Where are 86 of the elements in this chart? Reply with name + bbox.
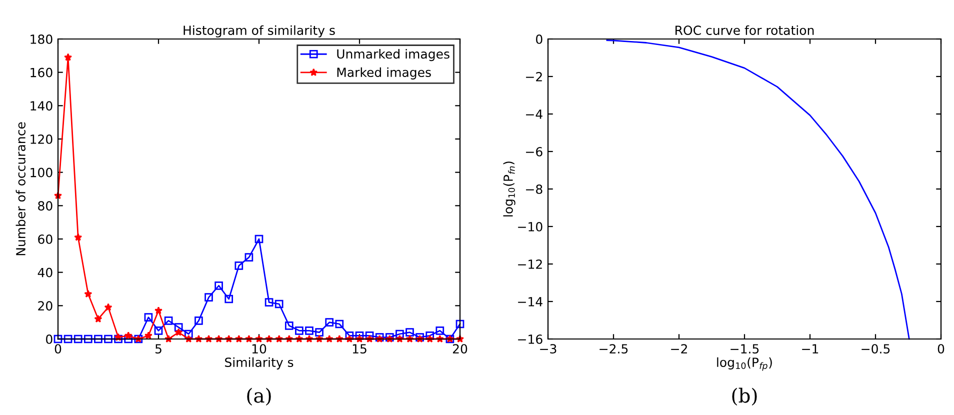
y-axis-title: log$_{10}$(P$_{fn}$) (503, 162, 516, 216)
point (84, 290, 92, 298)
y-tick-label: −8 (526, 184, 542, 194)
point (365, 332, 374, 340)
x-tick-label: 15 (352, 344, 366, 354)
y-tick-label: −2 (526, 72, 542, 82)
y-tick-label: 180 (30, 34, 52, 44)
y-tick-label: 60 (38, 234, 52, 244)
legend-label: Unmarked images (337, 49, 450, 62)
point (234, 262, 244, 270)
point (305, 326, 314, 335)
point (315, 328, 324, 336)
x-tick-label: −1 (802, 344, 818, 354)
point (284, 322, 294, 330)
line-series (606, 40, 910, 340)
point (104, 303, 112, 311)
x-tick-label: −3 (540, 344, 556, 354)
y-tick-label: −10 (518, 222, 542, 232)
legend-label: Marked images (337, 67, 431, 80)
y-tick-label: 40 (38, 268, 52, 278)
point (154, 326, 163, 335)
x-tick-label: 0 (54, 344, 62, 354)
point (124, 334, 133, 344)
y-tick-label: 0 (46, 334, 52, 344)
point (335, 320, 344, 328)
y-tick-label: −16 (518, 334, 542, 344)
chart-title: ROC curve for rotation (676, 25, 814, 36)
x-tick-label: −2.5 (600, 344, 628, 354)
point (144, 313, 153, 322)
point (295, 326, 304, 335)
y-tick-label: 0 (536, 34, 542, 44)
point (204, 293, 213, 302)
point (244, 253, 254, 262)
x-tick-label: 10 (252, 344, 266, 354)
point (64, 334, 72, 344)
y-tick-label: −14 (518, 297, 542, 306)
y-tick-label: −6 (526, 146, 542, 156)
point (74, 233, 82, 241)
x-tick-label: 5 (155, 344, 162, 354)
y-tick-label: 100 (30, 168, 52, 178)
point (264, 298, 274, 306)
point (74, 334, 82, 344)
point (124, 332, 132, 340)
point (94, 334, 102, 344)
y-tick-label: −4 (526, 110, 542, 119)
point (456, 320, 464, 328)
x-axis-title: Similarity s (225, 357, 294, 370)
x-tick-label: 20 (452, 344, 468, 354)
point (214, 282, 223, 290)
y-tick-label: 80 (38, 201, 52, 211)
x-axis-title: log$_{10}$(P$_{fp}$) (717, 357, 772, 371)
point (274, 300, 284, 308)
point (224, 294, 234, 304)
y-axis-title: Number of occurance (16, 122, 26, 256)
point (104, 334, 112, 344)
x-tick-label: −0.5 (862, 344, 890, 354)
x-tick-label: 0 (938, 344, 944, 354)
y-tick-label: −12 (518, 259, 542, 269)
point (94, 314, 102, 323)
point (164, 316, 173, 325)
point (355, 332, 364, 340)
point (174, 323, 183, 332)
point (144, 332, 152, 340)
point (396, 330, 404, 338)
y-tick-label: 160 (30, 68, 52, 78)
point (325, 318, 334, 326)
y-tick-label: 140 (30, 101, 52, 111)
point (174, 328, 183, 336)
point (64, 53, 72, 61)
chart-title: Histogram of similarity s (184, 25, 335, 38)
text: (a) (247, 388, 271, 406)
y-tick-label: 20 (38, 301, 52, 311)
x-tick-label: −1.5 (730, 344, 759, 354)
point (114, 334, 122, 344)
y-tick-label: 120 (30, 134, 52, 144)
point (154, 306, 162, 314)
point (345, 332, 354, 340)
point (184, 330, 193, 338)
point (436, 326, 444, 335)
point (254, 234, 264, 244)
point (426, 332, 434, 340)
point (406, 328, 414, 336)
point (84, 334, 92, 344)
point (194, 316, 203, 325)
x-tick-label: −2 (671, 344, 687, 354)
text: (b) (732, 388, 757, 406)
